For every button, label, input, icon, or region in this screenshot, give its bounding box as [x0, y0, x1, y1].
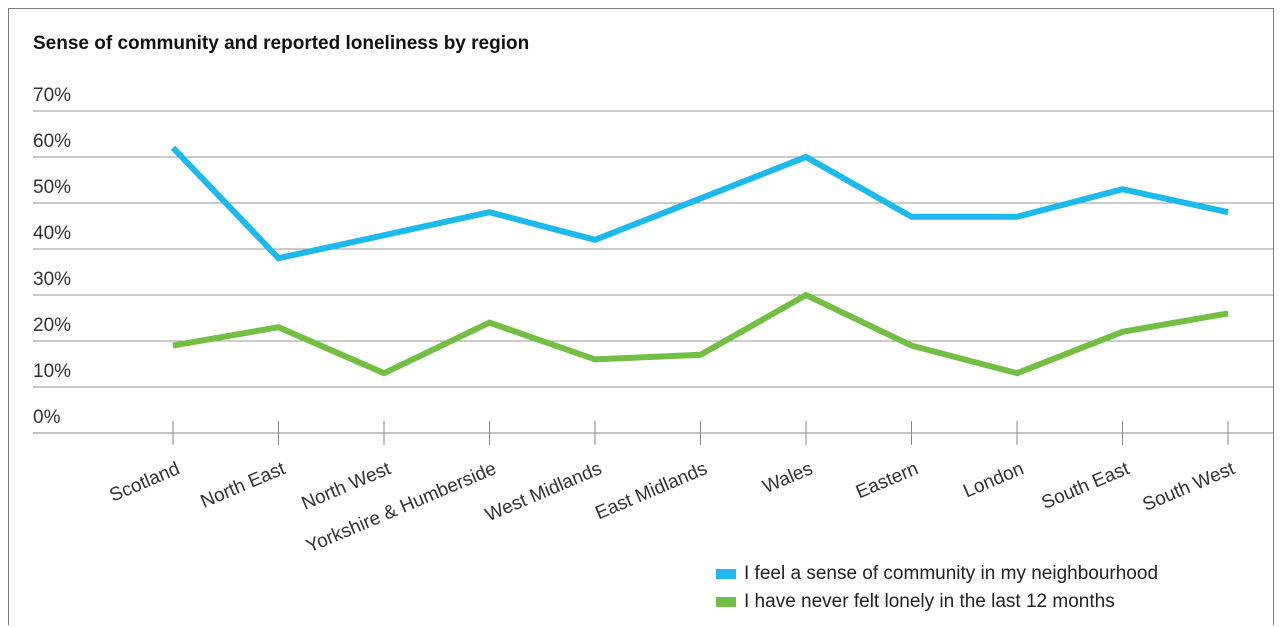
y-tick-label: 30%	[33, 269, 71, 290]
legend-item-community: I feel a sense of community in my neighb…	[716, 560, 1158, 588]
x-tick-label: Wales	[760, 458, 816, 498]
x-tick-label: Yorkshire & Humberside	[303, 458, 499, 557]
chart-title: Sense of community and reported loneline…	[33, 33, 530, 54]
x-tick-label: West Midlands	[482, 458, 605, 526]
y-tick-label: 20%	[33, 315, 71, 336]
legend-label-lonely: I have never felt lonely in the last 12 …	[744, 591, 1115, 612]
series-line-1	[172, 291, 1229, 377]
x-tick-label: Scotland	[107, 458, 183, 506]
x-tick-label: East Midlands	[592, 458, 710, 524]
y-tick-label: 60%	[33, 131, 71, 152]
x-tick-label: South West	[1140, 458, 1239, 516]
y-tick-label: 0%	[33, 407, 61, 428]
legend-label-community: I feel a sense of community in my neighb…	[744, 563, 1159, 584]
x-tick-label: London	[960, 458, 1027, 502]
legend-swatch-lonely	[716, 597, 736, 607]
y-tick-label: 40%	[33, 223, 71, 244]
x-tick-label: South East	[1039, 458, 1133, 514]
chart-frame	[8, 8, 1274, 625]
legend-swatch-community	[716, 569, 736, 579]
x-tick-label: Eastern	[853, 458, 921, 503]
x-tick-label: North East	[198, 458, 289, 513]
legend-item-lonely: I have never felt lonely in the last 12 …	[716, 588, 1158, 616]
chart-legend: I feel a sense of community in my neighb…	[716, 560, 1158, 616]
y-tick-label: 10%	[33, 361, 71, 382]
y-tick-label: 50%	[33, 177, 71, 198]
y-tick-label: 70%	[33, 85, 71, 106]
